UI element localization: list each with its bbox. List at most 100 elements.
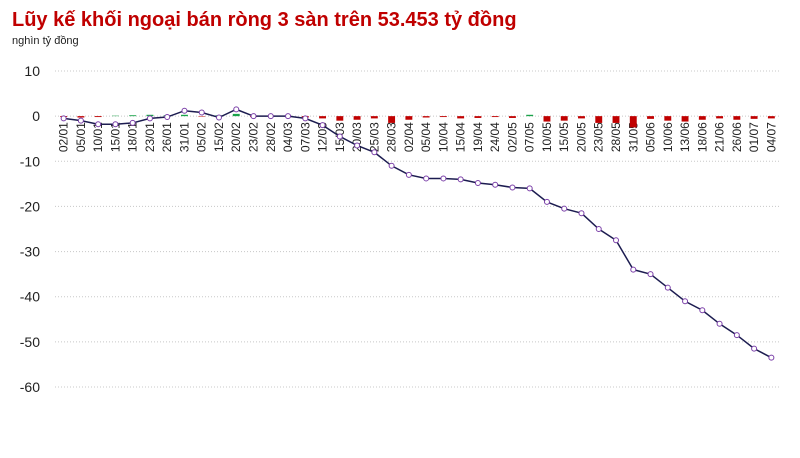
line-marker: [286, 114, 291, 119]
x-tick-label: 18/01: [126, 122, 140, 152]
x-tick-label: 25/03: [367, 122, 381, 152]
line-marker: [734, 333, 739, 338]
line-marker: [337, 134, 342, 139]
line-marker: [424, 176, 429, 181]
x-tick-label: 24/04: [488, 122, 502, 152]
line-marker: [113, 122, 118, 127]
x-tick-label: 02/04: [402, 122, 416, 152]
x-tick-label: 04/03: [281, 122, 295, 152]
bar: [544, 116, 551, 121]
line-marker: [234, 107, 239, 112]
x-tick-label: 26/06: [730, 122, 744, 152]
line-marker: [544, 199, 549, 204]
line-marker: [147, 116, 152, 121]
x-tick-label: 18/06: [695, 122, 709, 152]
x-tick-label: 10/05: [540, 122, 554, 152]
bar: [129, 115, 136, 116]
x-tick-label: 05/02: [195, 122, 209, 152]
bar: [405, 116, 412, 120]
line-marker: [752, 346, 757, 351]
y-tick-label: -60: [20, 379, 40, 395]
y-tick-label: 0: [32, 108, 40, 124]
x-tick-label: 02/01: [57, 122, 71, 152]
bar: [751, 116, 758, 119]
line-marker: [165, 115, 170, 120]
line-marker: [251, 114, 256, 119]
line-marker: [648, 272, 653, 277]
line-marker: [631, 267, 636, 272]
bar: [613, 116, 620, 123]
line-marker: [303, 116, 308, 121]
line-marker: [268, 114, 273, 119]
line-marker: [406, 172, 411, 177]
x-tick-label: 07/03: [298, 122, 312, 152]
x-tick-label: 21/06: [713, 122, 727, 152]
x-tick-label: 26/01: [160, 122, 174, 152]
x-tick-label: 10/04: [436, 122, 450, 152]
line-marker: [510, 185, 515, 190]
line-marker: [61, 116, 66, 121]
x-tick-label: 13/06: [678, 122, 692, 152]
bar: [77, 116, 84, 117]
line-marker: [130, 120, 135, 125]
x-tick-label: 02/05: [505, 122, 519, 152]
bar: [474, 116, 481, 118]
bar: [664, 116, 671, 121]
bar: [682, 116, 689, 121]
line-marker: [769, 355, 774, 360]
x-tick-label: 19/04: [471, 122, 485, 152]
x-tick-label: 05/06: [644, 122, 658, 152]
bar: [371, 116, 378, 118]
x-tick-label: 28/03: [385, 122, 399, 152]
line-marker: [199, 110, 204, 115]
line-marker: [182, 108, 187, 113]
bar: [233, 114, 240, 116]
bar: [388, 116, 395, 123]
bar: [319, 116, 326, 118]
line-marker: [320, 123, 325, 128]
bar: [716, 116, 723, 118]
bar: [595, 116, 602, 123]
y-tick-label: 10: [24, 63, 40, 79]
x-tick-label: 31/01: [177, 122, 191, 152]
line-marker: [458, 177, 463, 182]
bar: [492, 116, 499, 117]
bar: [733, 116, 740, 120]
bar: [440, 116, 447, 117]
bar: [95, 116, 102, 117]
x-tick-label: 10/06: [661, 122, 675, 152]
line-marker: [355, 143, 360, 148]
line-marker: [78, 118, 83, 123]
y-tick-label: -20: [20, 198, 40, 214]
x-tick-label: 28/02: [264, 122, 278, 152]
line-marker: [216, 115, 221, 120]
x-tick-label: 04/07: [764, 122, 778, 152]
x-tick-label: 23/02: [247, 122, 261, 152]
line-marker: [493, 182, 498, 187]
y-tick-label: -30: [20, 244, 40, 260]
line-marker: [665, 285, 670, 290]
x-tick-label: 28/05: [609, 122, 623, 152]
bar: [354, 116, 361, 120]
bar: [509, 116, 516, 118]
y-tick-label: -10: [20, 153, 40, 169]
line-marker: [614, 238, 619, 243]
chart-subtitle: nghìn tỷ đồng: [12, 35, 79, 47]
bar: [457, 116, 464, 118]
line-marker: [579, 211, 584, 216]
bar: [647, 116, 654, 119]
bar: [561, 116, 568, 121]
x-tick-label: 05/01: [74, 122, 88, 152]
x-tick-label: 01/07: [747, 122, 761, 152]
line-marker: [475, 180, 480, 185]
x-tick-label: 23/01: [143, 122, 157, 152]
x-tick-label: 05/04: [419, 122, 433, 152]
line-marker: [562, 206, 567, 211]
bar: [336, 116, 343, 121]
line-marker: [372, 150, 377, 155]
y-tick-label: -50: [20, 334, 40, 350]
line-marker: [683, 299, 688, 304]
line-marker: [389, 163, 394, 168]
x-tick-label: 07/05: [523, 122, 537, 152]
